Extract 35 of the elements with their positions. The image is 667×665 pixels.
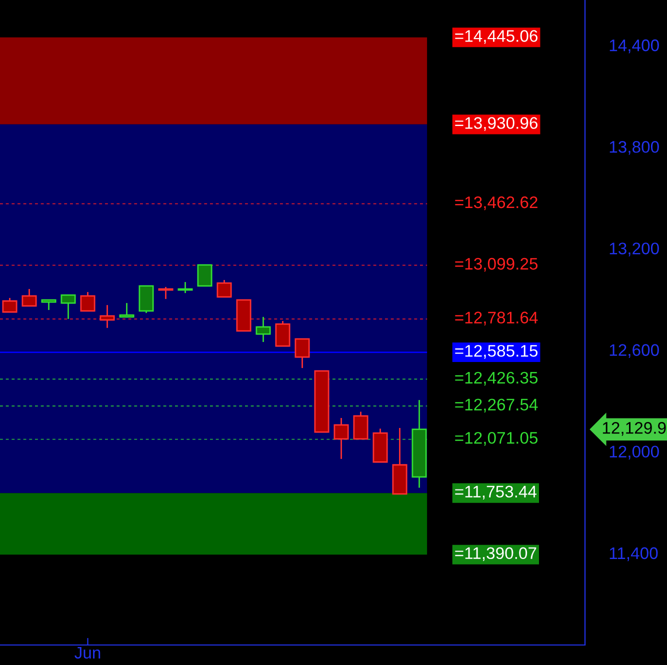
- candlestick: [256, 316, 271, 343]
- candlestick: [197, 264, 212, 287]
- y-tick-label: 13,200: [610, 242, 659, 256]
- annotation: =14,445.06: [455, 30, 538, 44]
- annotation: =13,930.96: [455, 117, 538, 131]
- candlestick: [294, 338, 310, 369]
- candlestick: [119, 302, 134, 318]
- x-tick-label: Jun: [74, 647, 100, 659]
- ref-line-label: =12,585.15: [455, 344, 538, 359]
- candlestick: [158, 286, 174, 300]
- y-tick-label: 11,400: [610, 547, 658, 562]
- annotation: =11,390.07: [455, 547, 536, 562]
- text: 12,129.9: [602, 422, 666, 436]
- y-tick-label: 12,000: [610, 446, 659, 460]
- candlestick: [60, 294, 76, 320]
- ref-line-label: =12,426.35: [455, 372, 538, 386]
- ref-line-label: =12,781.64: [455, 312, 538, 326]
- candlestick: [353, 411, 368, 440]
- candlestick: [178, 281, 193, 294]
- candlestick: [41, 299, 56, 311]
- y-tick-label: 13,800: [610, 141, 659, 155]
- candlestick: [2, 297, 18, 313]
- candlestick: [100, 304, 115, 329]
- ref-line-label: =12,267.54: [455, 398, 538, 412]
- candlestick: [80, 291, 96, 312]
- candlestick: [22, 288, 37, 307]
- candlestick: [216, 279, 232, 298]
- candlestick: [275, 320, 290, 347]
- candlestick: [334, 417, 349, 460]
- annotation: =11,753.44: [455, 486, 537, 500]
- ref-line-label: =12,071.05: [455, 432, 538, 446]
- ref-line-label: =13,099.25: [455, 258, 538, 272]
- y-tick-label: 14,400: [610, 39, 659, 54]
- y-tick-label: 12,600: [610, 344, 659, 358]
- ref-line-label: =13,462.62: [455, 196, 538, 210]
